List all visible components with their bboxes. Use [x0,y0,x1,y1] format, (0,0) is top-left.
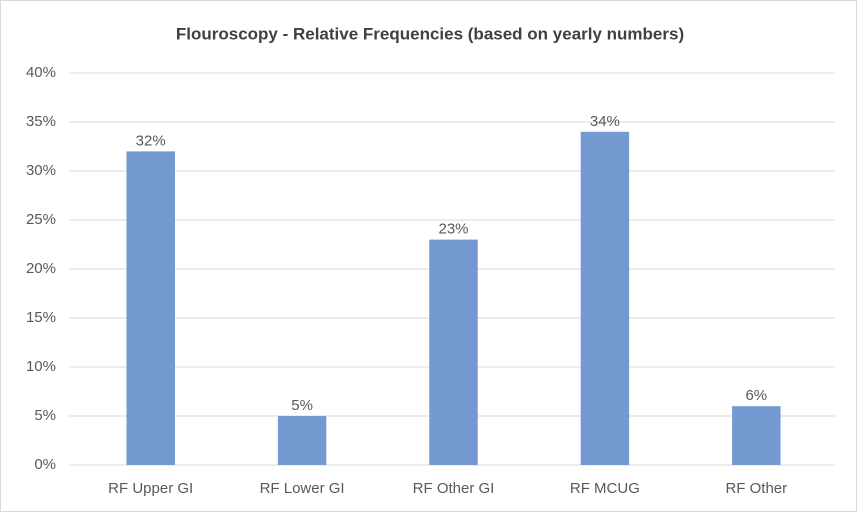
bar [277,416,327,465]
x-tick-label: RF Other [725,480,787,497]
x-tick-label: RF MCUG [570,480,640,497]
data-label: 32% [136,132,166,149]
y-tick-label: 15% [26,309,56,326]
bar [580,131,630,466]
x-tick-label: RF Lower GI [260,480,345,497]
y-tick-label: 30% [26,162,56,179]
data-label: 6% [745,387,767,404]
chart-title: Flouroscopy - Relative Frequencies (base… [176,24,684,43]
bar [732,406,781,465]
data-label: 34% [590,113,620,130]
bar [429,239,478,465]
x-tick-label: RF Other GI [413,480,495,497]
y-tick-label: 10% [26,358,56,375]
y-tick-label: 5% [34,407,56,424]
y-tick-label: 0% [34,456,56,473]
x-tick-label: RF Upper GI [108,480,193,497]
y-tick-label: 25% [26,211,56,228]
data-label: 5% [291,397,313,414]
y-tick-label: 40% [26,64,56,81]
y-tick-label: 20% [26,260,56,277]
y-tick-label: 35% [26,113,56,130]
bar [126,151,175,465]
data-label: 23% [438,221,468,238]
